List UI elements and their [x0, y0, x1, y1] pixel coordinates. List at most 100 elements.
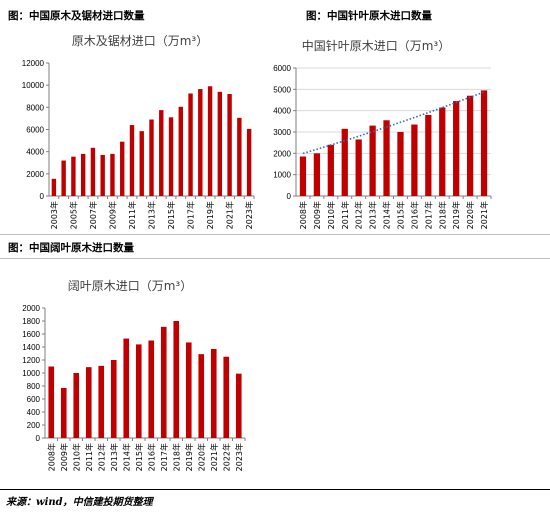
- bar: [198, 354, 205, 438]
- bar: [110, 153, 115, 196]
- bar: [313, 153, 321, 196]
- figure-label-2: 图：中国针叶原木进口数量: [306, 10, 432, 22]
- bar: [110, 360, 117, 438]
- y-tick-label: 1400: [22, 343, 40, 352]
- y-tick-label: 6000: [26, 126, 44, 135]
- chart-title: 阔叶原木进口（万m³）: [68, 279, 193, 293]
- bar: [135, 344, 142, 438]
- x-tick-label: 2016年: [409, 201, 419, 229]
- x-tick-label: 2019年: [451, 201, 461, 229]
- x-tick-label: 2019年: [205, 201, 215, 229]
- y-tick-label: 1200: [22, 356, 40, 365]
- divider-line: [0, 234, 550, 235]
- bar: [51, 178, 57, 196]
- bar: [160, 326, 167, 438]
- x-tick-label: 2015年: [395, 201, 405, 229]
- bar: [299, 156, 307, 196]
- bar: [90, 147, 96, 196]
- x-tick-label: 2017年: [159, 443, 169, 471]
- source-divider: [0, 489, 550, 490]
- bar: [198, 89, 203, 196]
- y-tick-label: 5000: [273, 85, 291, 94]
- bar: [223, 356, 230, 438]
- bar: [235, 373, 242, 438]
- bar: [168, 117, 174, 196]
- figure-label-3: 图：中国阔叶原木进口数量: [8, 242, 134, 254]
- bar: [139, 131, 144, 196]
- bar: [48, 366, 55, 438]
- trendline: [302, 91, 485, 155]
- x-tick-label: 2009年: [107, 201, 117, 229]
- x-tick-label: 2016年: [146, 443, 156, 471]
- bar: [178, 106, 183, 196]
- x-tick-label: 2009年: [59, 443, 69, 471]
- bar: [397, 132, 404, 196]
- bar: [210, 348, 217, 438]
- bar: [123, 338, 130, 438]
- x-tick-label: 2021年: [479, 201, 489, 229]
- bar: [60, 387, 67, 438]
- bar: [185, 342, 192, 438]
- x-tick-label: 2007年: [88, 201, 98, 229]
- x-tick-label: 2022年: [221, 443, 231, 471]
- y-tick-label: 10000: [22, 81, 45, 90]
- x-tick-label: 2018年: [437, 201, 447, 229]
- bar: [383, 120, 390, 196]
- y-tick-label: 1000: [22, 369, 40, 378]
- y-tick-label: 2000: [273, 149, 291, 158]
- y-tick-label: 1600: [22, 330, 40, 339]
- x-tick-label: 2013年: [368, 201, 378, 229]
- y-tick-label: 8000: [26, 103, 44, 112]
- x-tick-label: 2021年: [225, 201, 235, 229]
- x-tick-label: 2014年: [382, 201, 392, 229]
- x-tick-label: 2017年: [423, 201, 433, 229]
- y-tick-label: 2000: [22, 304, 40, 313]
- bar: [355, 139, 362, 196]
- bar: [207, 86, 213, 196]
- y-tick-label: 0: [287, 192, 292, 201]
- x-tick-label: 2014年: [121, 443, 131, 471]
- bar: [148, 340, 155, 438]
- y-tick-label: 0: [40, 192, 45, 201]
- bar: [453, 101, 460, 196]
- x-tick-label: 2012年: [354, 201, 364, 229]
- x-tick-label: 2011年: [127, 201, 137, 229]
- x-tick-label: 2011年: [340, 201, 350, 229]
- bar: [246, 128, 252, 196]
- bar: [327, 144, 334, 196]
- y-tick-label: 12000: [22, 59, 45, 68]
- x-tick-label: 2021年: [209, 443, 219, 471]
- bar: [237, 117, 242, 196]
- x-tick-label: 2008年: [298, 201, 308, 229]
- x-tick-label: 2015年: [166, 201, 176, 229]
- bar: [149, 119, 154, 196]
- x-tick-label: 2023年: [244, 201, 254, 229]
- x-tick-label: 2019年: [184, 443, 194, 471]
- bar: [61, 160, 66, 196]
- y-tick-label: 0: [36, 434, 41, 443]
- bar: [80, 153, 86, 196]
- bar: [425, 114, 432, 196]
- bar: [227, 94, 232, 196]
- y-tick-label: 600: [27, 395, 41, 404]
- x-tick-label: 2023年: [234, 443, 244, 471]
- x-tick-label: 2010年: [71, 443, 81, 471]
- x-tick-label: 2010年: [326, 201, 336, 229]
- y-tick-label: 400: [27, 408, 41, 417]
- bar: [120, 141, 125, 196]
- bar: [466, 95, 474, 196]
- bar: [71, 156, 76, 196]
- y-tick-label: 6000: [273, 64, 291, 73]
- y-tick-label: 800: [27, 382, 41, 391]
- bar: [173, 321, 180, 438]
- bar: [100, 154, 105, 196]
- y-tick-label: 3000: [273, 128, 291, 137]
- x-tick-label: 2011年: [84, 443, 94, 471]
- x-tick-label: 2013年: [109, 443, 119, 471]
- x-tick-label: 2003年: [49, 201, 59, 229]
- bar: [188, 93, 193, 196]
- y-tick-label: 4000: [26, 148, 44, 157]
- divider-line: [0, 258, 550, 259]
- y-tick-label: 2000: [26, 170, 44, 179]
